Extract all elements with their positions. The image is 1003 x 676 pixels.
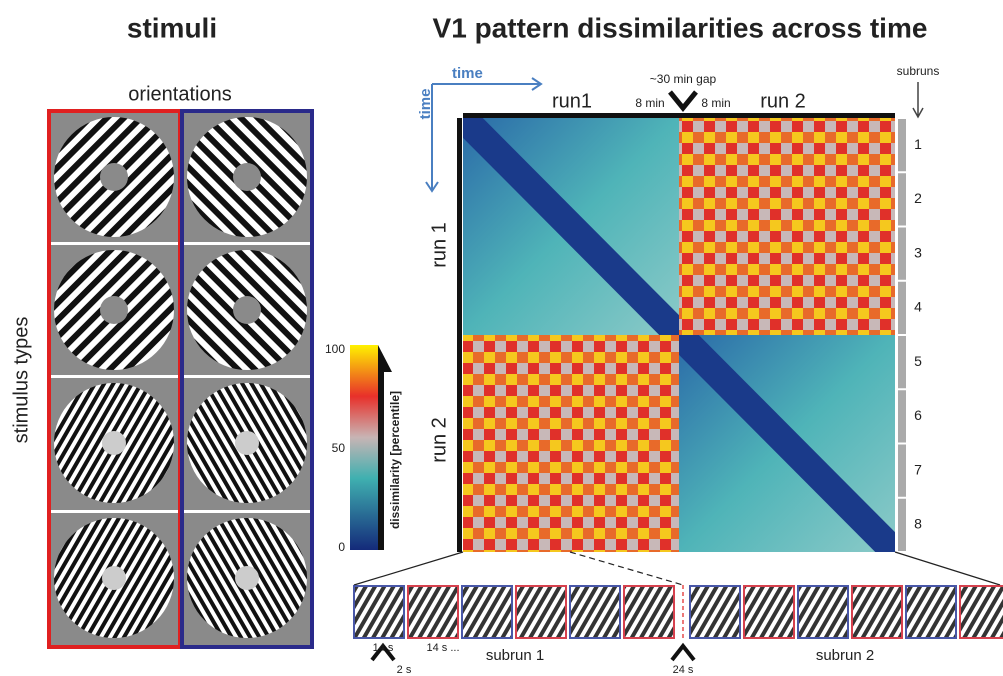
run-label: run 2 xyxy=(428,417,450,463)
stimulus-hole xyxy=(233,163,261,191)
subrun-label: subrun 2 xyxy=(816,647,874,664)
stimulus-frame xyxy=(906,586,956,638)
subrun-bar xyxy=(898,228,906,280)
stimulus-frame xyxy=(570,586,620,638)
duration-label: 2 s xyxy=(397,664,412,676)
duration-label: 24 s xyxy=(673,664,694,676)
run-label: run1 xyxy=(552,90,592,112)
subrun-bar xyxy=(898,119,906,171)
dissimilarity-matrix xyxy=(463,118,895,552)
subrun-number: 8 xyxy=(914,516,922,532)
subruns-label: subruns xyxy=(897,64,940,78)
subrun-label: subrun 1 xyxy=(486,647,544,664)
subrun-number: 2 xyxy=(914,190,922,206)
stimulus-frame xyxy=(798,586,848,638)
duration-label: 8 min xyxy=(701,96,730,110)
stimulus-frame xyxy=(624,586,674,638)
gap-chevron xyxy=(670,92,696,108)
subrun-number: 7 xyxy=(914,461,922,477)
subrun-number: 4 xyxy=(914,299,922,315)
stimulus-frame xyxy=(690,586,740,638)
row-label: stimulus types xyxy=(10,317,32,444)
stimulus-frame xyxy=(744,586,794,638)
subrun-bar xyxy=(898,173,906,225)
gap-label: ~30 min gap xyxy=(650,72,717,86)
subrun-bar xyxy=(898,390,906,442)
colorbar-tick: 100 xyxy=(325,342,345,356)
subrun-number: 1 xyxy=(914,136,922,152)
stimulus-frame xyxy=(354,586,404,638)
colorbar-tick: 50 xyxy=(332,441,346,455)
colorbar xyxy=(350,345,378,550)
stimulus-frame xyxy=(408,586,458,638)
subruns-arrow xyxy=(913,82,923,117)
stimulus-frame xyxy=(462,586,512,638)
colorbar-label: dissimilarity [percentile] xyxy=(388,391,402,529)
subrun-bar xyxy=(898,282,906,334)
duration-label: 8 min xyxy=(635,96,664,110)
subrun-bar xyxy=(898,336,906,388)
subrun-number: 5 xyxy=(914,353,922,369)
stimulus-hole xyxy=(100,296,128,324)
column-label: orientations xyxy=(128,83,231,105)
stimulus-frame xyxy=(960,586,1003,638)
stimulus-center xyxy=(235,566,259,590)
stimulus-frame xyxy=(516,586,566,638)
subrun-bar xyxy=(898,499,906,551)
run-label: run 1 xyxy=(428,222,450,268)
stimulus-hole xyxy=(233,296,261,324)
colorbar-tick: 0 xyxy=(338,540,345,554)
stimulus-hole xyxy=(100,163,128,191)
run-bar xyxy=(457,118,462,552)
subrun-number: 6 xyxy=(914,407,922,423)
panel-title: V1 pattern dissimilarities across time xyxy=(433,12,928,43)
subrun-bars: 1 2 3 4 5 6 7 8 xyxy=(898,119,922,551)
duration-label: 14 s ... xyxy=(426,642,459,654)
stimulus-frame xyxy=(852,586,902,638)
run-bar xyxy=(463,113,895,118)
subrun-number: 3 xyxy=(914,244,922,260)
time-label: time xyxy=(452,65,483,82)
run-label: run 2 xyxy=(760,90,806,112)
subrun-bar xyxy=(898,445,906,497)
duration-label: 14 s xyxy=(373,642,394,654)
stimulus-center xyxy=(102,566,126,590)
timeline xyxy=(354,586,1003,638)
panel-title: stimuli xyxy=(127,12,217,43)
stimulus-center xyxy=(235,431,259,455)
time-label: time xyxy=(417,89,434,120)
stimulus-center xyxy=(102,431,126,455)
figure: stimuli V1 pattern dissimilarities acros… xyxy=(0,0,1003,676)
